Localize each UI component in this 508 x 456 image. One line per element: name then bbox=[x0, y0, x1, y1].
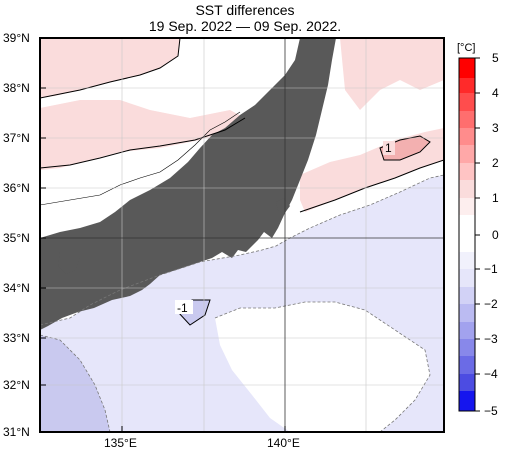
lat-label-37n: 37°N bbox=[3, 131, 30, 145]
negative-anomaly-sw bbox=[40, 335, 110, 432]
lat-label-33n: 33°N bbox=[3, 331, 30, 345]
contour-label-bg-minus bbox=[175, 300, 193, 314]
contour-dashed-coast bbox=[40, 174, 444, 326]
map-frame bbox=[39, 37, 445, 433]
land-mainland bbox=[40, 38, 336, 330]
contour-dashed-south bbox=[214, 301, 431, 432]
lat-label-39n: 39°N bbox=[3, 31, 30, 45]
colorbar-tick-1: 1 bbox=[492, 191, 499, 205]
ocean-near-zero-south bbox=[215, 302, 430, 432]
lat-label-36n: 36°N bbox=[3, 181, 30, 195]
colorbar-tick-neg4: −4 bbox=[484, 367, 498, 381]
contour-plus-one bbox=[379, 135, 431, 161]
colorbar-seg-5 bbox=[459, 58, 475, 78]
contour-label-bg-plus bbox=[383, 141, 395, 155]
colorbar-tick-3: 3 bbox=[492, 121, 499, 135]
lat-label-38n: 38°N bbox=[3, 81, 30, 95]
contour-zero-west bbox=[40, 117, 246, 169]
colorbar-tick-2: 2 bbox=[492, 156, 499, 170]
colorbar bbox=[458, 57, 480, 412]
positive-anomaly-nw bbox=[40, 38, 180, 98]
colorbar-unit: [°C] bbox=[457, 42, 476, 54]
contour-label-minus-one: -1 bbox=[177, 301, 188, 315]
map-title: SST differences bbox=[195, 2, 295, 18]
lat-label-32n: 32°N bbox=[3, 378, 30, 392]
colorbar-tick-neg3: −3 bbox=[484, 332, 498, 346]
contour-dashed-sw bbox=[40, 334, 111, 432]
coastline-north bbox=[40, 111, 241, 206]
land-island-awaji bbox=[58, 248, 80, 274]
colorbar-tick-5: 5 bbox=[492, 51, 499, 65]
colorbar-tick-4: 4 bbox=[492, 86, 499, 100]
colorbar-tick-0: 0 bbox=[492, 228, 499, 242]
lat-label-35n: 35°N bbox=[3, 231, 30, 245]
colorbar-tick-neg2: −2 bbox=[484, 297, 498, 311]
contour-zero-nw bbox=[40, 38, 181, 99]
map-area bbox=[40, 38, 444, 432]
map-date-range: 19 Sep. 2022 — 09 Sep. 2022. bbox=[148, 18, 342, 34]
lat-label-34n: 34°N bbox=[3, 281, 30, 295]
lat-label-31n: 31°N bbox=[3, 425, 30, 439]
lon-label-140e: 140°E bbox=[267, 436, 300, 450]
graticule bbox=[40, 38, 444, 432]
colorbar-tick-neg5: −5 bbox=[484, 404, 498, 418]
contour-zero-east bbox=[299, 159, 444, 213]
contour-label-plus-one: 1 bbox=[385, 141, 392, 155]
axis-ticks bbox=[40, 37, 286, 432]
land-boso bbox=[276, 198, 290, 214]
lon-label-135e: 135°E bbox=[104, 436, 137, 450]
colorbar-tick-neg1: −1 bbox=[484, 262, 498, 276]
positive-anomaly-west bbox=[40, 100, 245, 170]
